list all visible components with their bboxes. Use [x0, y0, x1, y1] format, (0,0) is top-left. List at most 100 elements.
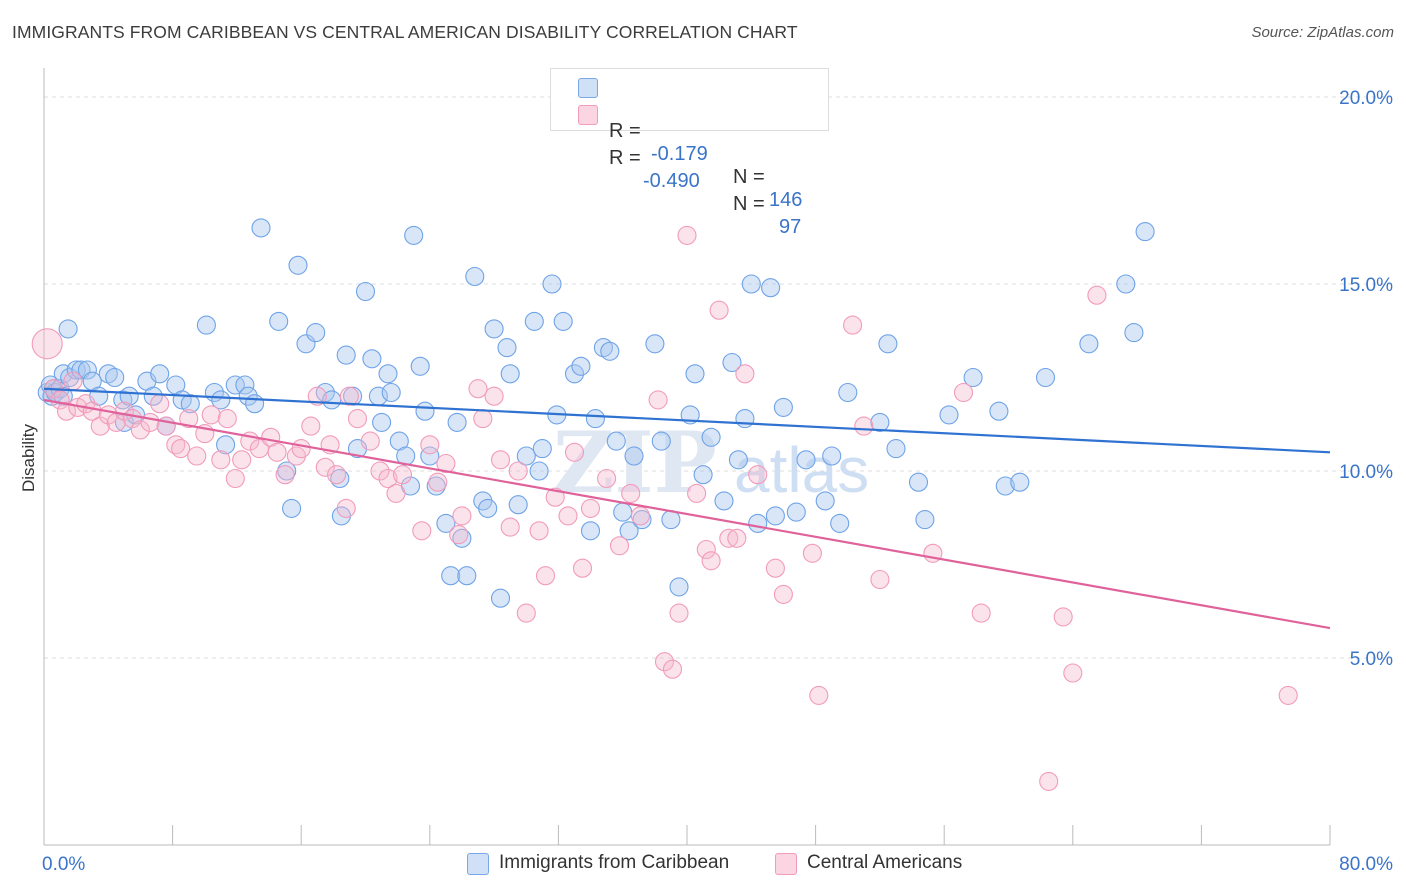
central-american-point [648, 390, 668, 410]
caribbean-point [532, 439, 552, 459]
x-tick-label: 80.0% [1339, 854, 1393, 875]
caribbean-point [77, 360, 97, 380]
caribbean-point [269, 311, 289, 331]
caribbean-point [362, 349, 382, 369]
caribbean-point [571, 356, 591, 376]
caribbean-point [939, 405, 959, 425]
central-american-point [654, 652, 675, 672]
caribbean-point [553, 311, 573, 331]
central-american-point [179, 409, 199, 429]
caribbean-point [1124, 323, 1144, 343]
stats-box: R = -0.179 N = 146 R = -0.490 N = 97 [550, 68, 829, 238]
caribbean-point [1116, 274, 1136, 294]
central-american-point [719, 528, 739, 548]
caribbean-point [580, 521, 601, 541]
stats-swatch-caribbean [578, 78, 598, 98]
caribbean-point [60, 367, 80, 388]
caribbean-point [714, 491, 734, 511]
caribbean-point [908, 472, 929, 492]
axes [43, 68, 1331, 846]
central-american-point [545, 487, 565, 507]
caribbean-point [378, 364, 398, 384]
caribbean-point [436, 513, 456, 533]
trend-line-central-american [43, 398, 1331, 630]
central-american-point [765, 558, 785, 578]
central-american-point [564, 442, 585, 462]
central-american-point [597, 468, 617, 489]
central-american-point [452, 506, 472, 526]
caribbean-point [815, 491, 835, 511]
chart-source: Source: ZipAtlas.com [1251, 24, 1394, 41]
caribbean-point [484, 319, 504, 339]
central-american-point [428, 472, 448, 492]
caribbean-point [878, 334, 898, 354]
central-american-point [484, 386, 504, 406]
caribbean-point [238, 386, 258, 406]
caribbean-point [251, 218, 271, 238]
caribbean-point [58, 319, 78, 339]
caribbean-point [441, 566, 461, 586]
central-american-point [201, 405, 221, 425]
caribbean-point [651, 431, 671, 451]
y-tick-label: 20.0% [1339, 88, 1393, 109]
caribbean-point [748, 513, 768, 533]
r-label: R = [609, 120, 641, 142]
caribbean-point [478, 498, 498, 518]
central-american-point [449, 525, 469, 545]
caribbean-point [606, 431, 626, 451]
caribbean-point [490, 588, 511, 608]
n-value-caribbean: 146 [769, 189, 803, 211]
central-american-point [677, 225, 697, 245]
central-american-point [217, 409, 237, 429]
central-american-point [150, 394, 170, 414]
y-tick-label: 5.0% [1350, 649, 1393, 670]
r-value-central-american: -0.490 [643, 170, 700, 192]
central-american-point [535, 566, 556, 586]
central-american-point [1053, 607, 1073, 627]
central-american-point [211, 450, 231, 470]
central-american-point [436, 453, 456, 474]
central-american-point [953, 382, 974, 403]
caribbean-point [457, 566, 477, 586]
caribbean-point [497, 338, 517, 358]
y-tick-label: 15.0% [1339, 275, 1393, 296]
caribbean-point [685, 364, 705, 384]
caribbean-point [381, 382, 401, 403]
caribbean-point [995, 476, 1015, 496]
caribbean-point [693, 465, 713, 485]
caribbean-point [542, 274, 562, 294]
caribbean-point [336, 345, 356, 365]
central-american-point [171, 439, 191, 459]
caribbean-point [822, 446, 842, 466]
central-american-point [232, 450, 252, 470]
central-american-point [687, 483, 707, 503]
central-american-point [500, 517, 520, 537]
caribbean-point [989, 401, 1009, 421]
caribbean-point [404, 225, 424, 245]
central-american-point [773, 584, 793, 604]
central-american-point [130, 420, 150, 440]
gridlines [44, 96, 1392, 659]
central-american-point [31, 328, 63, 360]
caribbean-point [830, 513, 850, 533]
central-american-point [735, 364, 755, 384]
legend-swatch-caribbean [467, 853, 489, 875]
caribbean-point [613, 502, 633, 522]
caribbean-point [765, 506, 785, 526]
caribbean-point [211, 390, 231, 410]
central-american-point [621, 483, 641, 503]
central-american-point [1278, 685, 1298, 705]
central-american-point [1087, 285, 1107, 305]
central-american-point [696, 539, 716, 560]
caribbean-point [53, 386, 73, 406]
central-american-point [529, 521, 549, 541]
caribbean-point [600, 341, 620, 361]
central-american-point [854, 416, 874, 436]
caribbean-point [330, 468, 350, 489]
caribbean-point [355, 281, 376, 302]
central-american-point [558, 506, 578, 526]
caribbean-point [624, 446, 644, 466]
central-american-point [301, 416, 321, 436]
central-american-point [473, 409, 493, 429]
